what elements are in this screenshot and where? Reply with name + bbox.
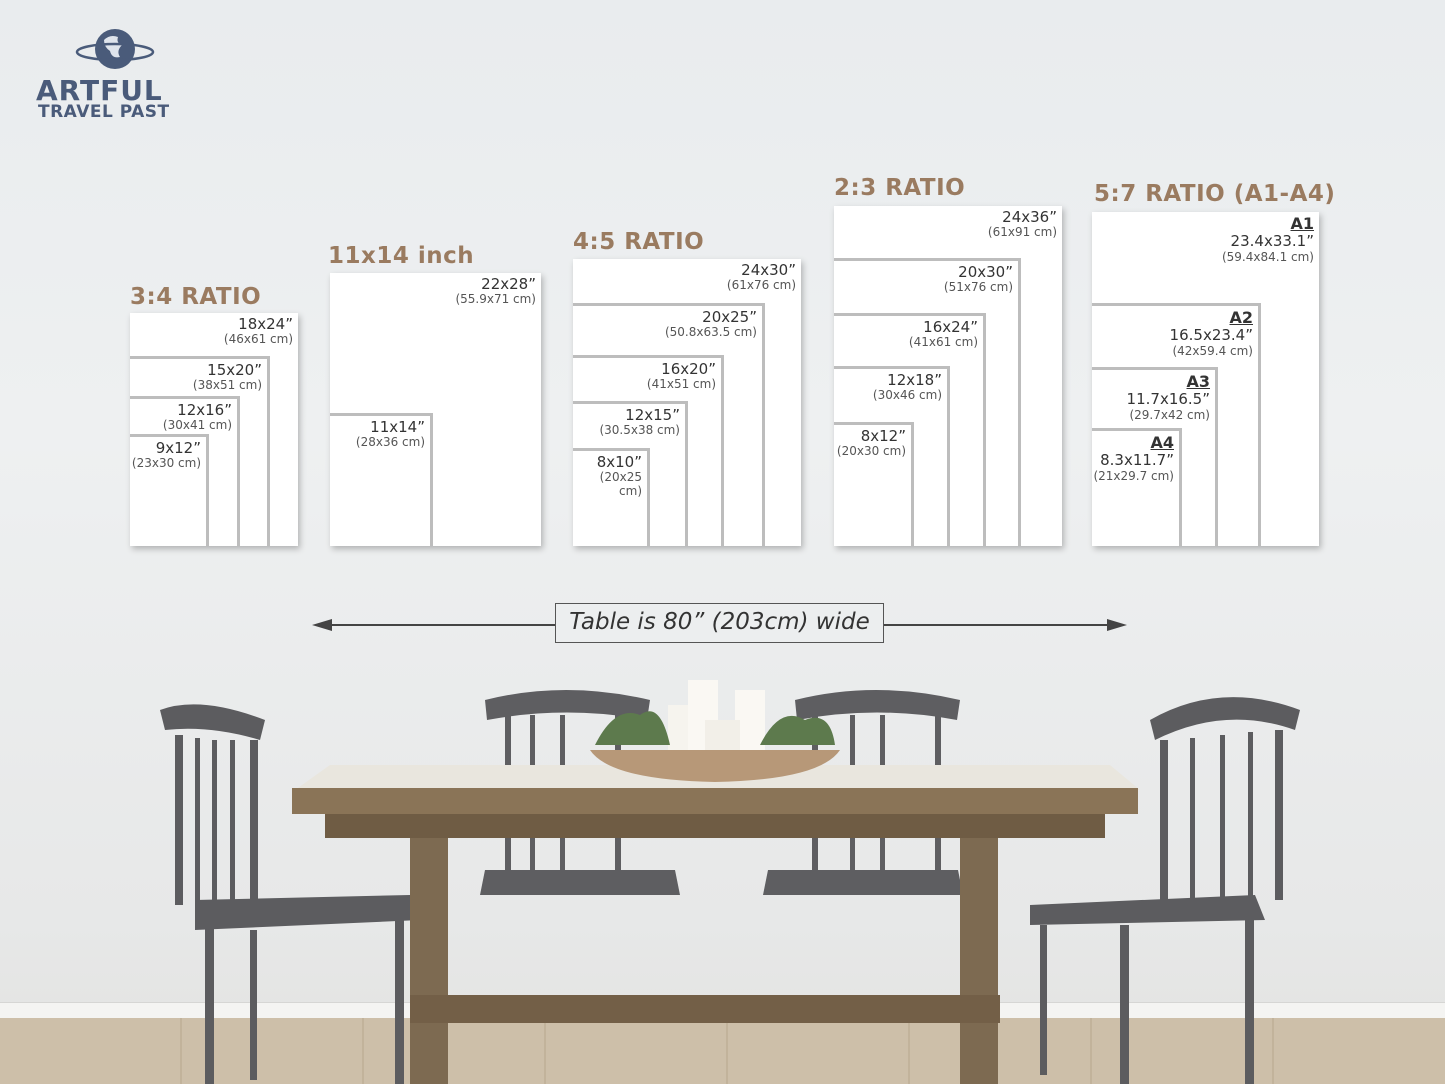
size-inches: 24x30” [741,261,796,279]
print-size-frame: A4 8.3x11.7” (21x29.7 cm) [1092,428,1182,546]
size-cm: (28x36 cm) [355,435,425,450]
table-width-label: Table is 80” (203cm) wide [555,603,884,643]
size-inches: 20x30” [958,263,1013,281]
centerpiece [590,680,840,782]
print-size-frame: 9x12” (23x30 cm) [130,434,209,546]
size-inches: 20x25” [702,308,757,326]
size-label: 16x20” (41x51 cm) [646,360,716,392]
size-inches: 24x36” [1002,208,1057,226]
logo: ARTFUL TRAVEL PAST [36,26,196,126]
size-inches: 11x14” [370,418,425,436]
size-inches: 8.3x11.7” [1100,451,1174,470]
size-label: 15x20” (38x51 cm) [192,361,262,393]
size-inches: 16x20” [661,360,716,378]
size-inches: 11.7x16.5” [1126,390,1210,409]
size-label: 12x16” (30x41 cm) [162,401,232,433]
globe-icon [75,29,155,69]
size-label: A2 16.5x23.4” (42x59.4 cm) [1169,308,1253,358]
size-label: 24x36” (61x91 cm) [987,208,1057,240]
size-cm: (46x61 cm) [223,332,293,347]
size-inches: 16x24” [923,318,978,336]
size-label: 12x15” (30.5x38 cm) [599,406,680,438]
size-label: 20x25” (50.8x63.5 cm) [664,308,757,340]
paper-size-name: A2 [1229,308,1253,327]
paper-size-name: A1 [1290,214,1314,233]
size-inches: 9x12” [155,439,201,457]
size-cm: (41x51 cm) [646,377,716,392]
size-cm: (23x30 cm) [131,456,201,471]
size-label: 8x12” (20x30 cm) [836,427,906,459]
size-inches: 8x10” [596,453,642,471]
size-cm: (30.5x38 cm) [599,423,680,438]
size-label: 18x24” (46x61 cm) [223,315,293,347]
size-cm: (50.8x63.5 cm) [664,325,757,340]
size-cm: (29.7x42 cm) [1129,407,1210,422]
size-cm: (61x76 cm) [726,278,796,293]
paper-size-name: A4 [1150,433,1174,452]
size-label: 8x10” (20x25 cm) [573,453,642,499]
size-cm: (59.4x84.1 cm) [1221,249,1314,264]
size-inches: 16.5x23.4” [1169,326,1253,345]
size-label: 11x14” (28x36 cm) [355,418,425,450]
logo-line2: TRAVEL PAST [38,102,170,122]
size-inches: 23.4x33.1” [1230,232,1314,251]
size-cm: (30x41 cm) [162,418,232,433]
size-cm: (20x30 cm) [836,444,906,459]
group-heading: 5:7 RATIO (A1-A4) [1094,181,1336,207]
group-heading: 3:4 RATIO [130,284,262,310]
size-label: 16x24” (41x61 cm) [908,318,978,350]
group-heading: 11x14 inch [328,243,475,269]
size-inches: 18x24” [238,315,293,333]
size-cm: (41x61 cm) [908,335,978,350]
dining-scene [160,680,1300,1084]
size-label: 20x30” (51x76 cm) [943,263,1013,295]
size-label: 12x18” (30x46 cm) [872,371,942,403]
size-cm: (42x59.4 cm) [1172,343,1253,358]
wood-floor [0,1018,1445,1084]
group-heading: 2:3 RATIO [834,175,966,201]
size-inches: 12x15” [625,406,680,424]
size-cm: (20x25 cm) [599,470,642,499]
size-cm: (38x51 cm) [192,378,262,393]
paper-size-name: A3 [1186,372,1210,391]
size-label: A1 23.4x33.1” (59.4x84.1 cm) [1221,214,1314,264]
size-label: 22x28” (55.9x71 cm) [455,275,536,307]
print-size-frame: 11x14” (28x36 cm) [330,413,433,546]
size-inches: 8x12” [860,427,906,445]
size-label: 24x30” (61x76 cm) [726,261,796,293]
chair-left [160,704,420,1084]
size-inches: 15x20” [207,361,262,379]
size-inches: 12x16” [177,401,232,419]
size-inches: 22x28” [481,275,536,293]
size-label: 9x12” (23x30 cm) [131,439,201,471]
print-size-frame: 8x12” (20x30 cm) [834,422,914,546]
size-label: A3 11.7x16.5” (29.7x42 cm) [1126,372,1210,422]
size-cm: (21x29.7 cm) [1093,468,1174,483]
logo-line1: ARTFUL [36,74,163,107]
dining-table [292,765,1140,1084]
size-cm: (55.9x71 cm) [455,292,536,307]
size-cm: (30x46 cm) [872,388,942,403]
size-inches: 12x18” [887,371,942,389]
size-cm: (51x76 cm) [943,280,1013,295]
size-label: A4 8.3x11.7” (21x29.7 cm) [1093,433,1174,483]
chair-right [1030,697,1300,1084]
print-size-frame: 8x10” (20x25 cm) [573,448,650,546]
size-cm: (61x91 cm) [987,225,1057,240]
group-heading: 4:5 RATIO [573,229,705,255]
